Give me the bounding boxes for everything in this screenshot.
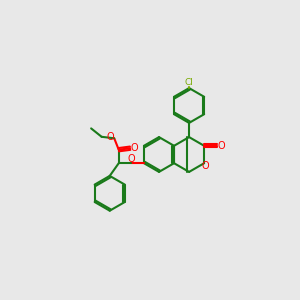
Text: O: O	[106, 132, 114, 142]
Text: O: O	[128, 154, 135, 164]
Text: O: O	[202, 160, 209, 171]
Text: O: O	[130, 143, 138, 153]
Text: O: O	[218, 141, 225, 151]
Text: Cl: Cl	[185, 79, 194, 88]
